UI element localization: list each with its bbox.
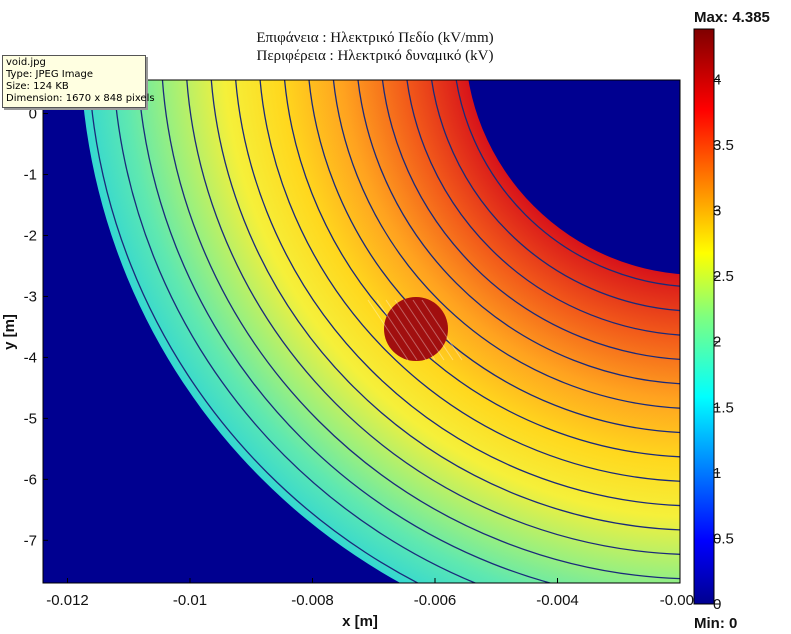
colorbar-ticks: 4 3.5 3 2.5 2 1.5 1 0.5 0: [713, 71, 734, 613]
x-axis: -0.012 -0.01 -0.008 -0.006 -0.004 -0.00: [46, 578, 694, 609]
x-tick-label: -0.004: [536, 592, 579, 609]
colorbar-min-label: Min: 0: [694, 615, 737, 632]
tooltip-dimension: Dimension: 1670 x 848 pixels: [6, 93, 155, 104]
y-tick-label: 0: [29, 106, 37, 123]
x-axis-label: x [m]: [342, 613, 378, 630]
tooltip-filename: void.jpg: [6, 57, 46, 68]
y-tick-label: -2: [24, 227, 37, 244]
colorbar-tick-label: 0: [713, 596, 721, 613]
y-tick-label: -7: [24, 532, 37, 549]
void-streak: [403, 299, 445, 361]
file-info-tooltip: void.jpg Type: JPEG Image Size: 124 KB D…: [2, 55, 155, 108]
field-region: [81, 80, 680, 583]
x-tick-label: -0.012: [46, 592, 89, 609]
void-streaks: [367, 299, 463, 361]
colorbar-tick-label: 3.5: [713, 137, 734, 154]
colorbar-max-label: Max: 4.385: [694, 9, 770, 26]
chart-title-line2: Περιφέρεια : Ηλεκτρικό δυναμικό (kV): [256, 48, 494, 64]
y-tick-label: -1: [24, 167, 37, 184]
void-streak: [385, 299, 427, 361]
tooltip-size: Size: 124 KB: [6, 81, 69, 92]
y-tick-label: -4: [24, 349, 37, 366]
void-streak: [412, 299, 454, 361]
void-streak: [367, 299, 409, 361]
colorbar-tick-label: 1: [713, 465, 721, 482]
y-tick-label: -6: [24, 471, 37, 488]
colorbar-tick-label: 4: [713, 71, 721, 88]
tooltip-type: Type: JPEG Image: [6, 69, 94, 80]
y-axis-label: y [m]: [1, 314, 18, 350]
x-tick-label: -0.008: [291, 592, 334, 609]
void-region: [384, 297, 448, 361]
colorbar-tick-label: 2: [713, 334, 721, 351]
chart-title-line1: Επιφάνεια : Ηλεκτρικό Πεδίο (kV/mm): [256, 30, 494, 46]
colorbar-tick-label: 3: [713, 203, 721, 220]
y-tick-label: -5: [24, 410, 37, 427]
field-annulus: [81, 80, 680, 583]
colorbar-tick-label: 2.5: [713, 268, 734, 285]
colorbar-tick-label: 0.5: [713, 530, 734, 547]
colorbar: [693, 28, 715, 605]
void-streak: [421, 299, 463, 361]
void-streak: [376, 299, 418, 361]
y-axis: 0 -1 -2 -3 -4 -5 -6 -7: [24, 106, 48, 549]
plot-frame: [42, 79, 681, 584]
x-tick-label: -0.00: [660, 592, 694, 609]
x-tick-label: -0.006: [414, 592, 457, 609]
void-streak: [394, 299, 436, 361]
x-tick-label: -0.01: [173, 592, 207, 609]
y-tick-label: -3: [24, 288, 37, 305]
colorbar-tick-label: 1.5: [713, 399, 734, 416]
